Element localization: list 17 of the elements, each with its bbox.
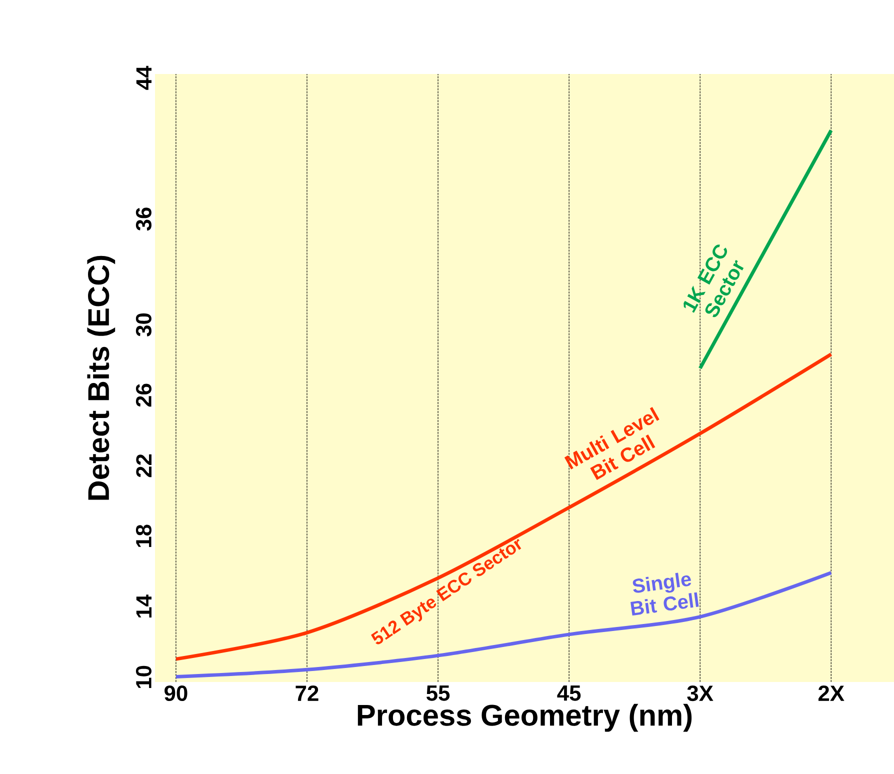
y-tick-label: 44	[136, 66, 152, 90]
x-tick-label: 2X	[818, 686, 844, 701]
y-tick-label: 18	[136, 524, 152, 548]
y-tick-label: 30	[136, 313, 152, 336]
x-tick-label: 45	[557, 686, 581, 701]
x-tick-label: 3X	[687, 686, 714, 702]
y-tick-label: 26	[136, 384, 152, 407]
x-tick-label: 55	[426, 686, 450, 701]
x-axis-title: Process Geometry (nm)	[358, 704, 692, 732]
y-axis-title: Detect Bits (ECC)	[87, 256, 116, 500]
x-tick-label: 72	[296, 686, 318, 701]
x-tick-label: 90	[164, 686, 188, 702]
y-tick-label: 10	[136, 666, 152, 688]
y-tick-label: 36	[136, 208, 152, 231]
y-tick-label: 22	[136, 454, 152, 478]
y-tick-label: 14	[136, 594, 152, 618]
text: Single Bit Cell	[630, 572, 699, 616]
